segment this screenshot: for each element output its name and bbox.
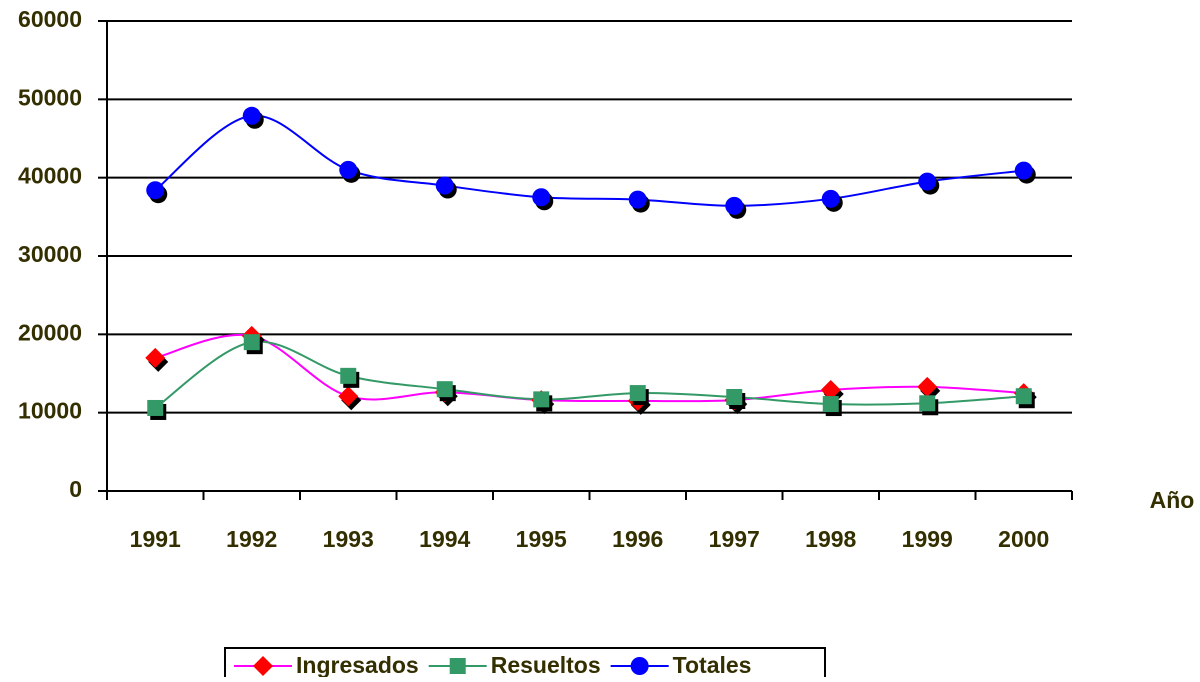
marker xyxy=(919,395,936,412)
y-tick-label: 10000 xyxy=(18,398,82,424)
y-tick-label: 50000 xyxy=(18,84,82,110)
legend-marker xyxy=(253,656,273,676)
x-tick-label: 1991 xyxy=(130,526,181,552)
marker xyxy=(629,385,646,402)
marker xyxy=(917,376,938,397)
marker xyxy=(242,106,261,125)
marker xyxy=(435,176,454,195)
marker xyxy=(1015,388,1032,405)
marker xyxy=(918,172,937,191)
legend: Ingresados Resueltos Totales xyxy=(224,647,826,682)
x-tick-label: 1996 xyxy=(612,526,663,552)
marker xyxy=(533,391,550,408)
marker xyxy=(436,381,453,398)
x-tick-label: 1993 xyxy=(323,526,374,552)
legend-label: Totales xyxy=(673,652,752,677)
x-tick-label: 1995 xyxy=(516,526,567,552)
marker xyxy=(145,347,166,368)
legend-box xyxy=(224,647,826,682)
marker xyxy=(338,386,359,407)
marker xyxy=(821,189,840,208)
marker xyxy=(532,188,551,207)
marker xyxy=(339,160,358,179)
legend-marker xyxy=(449,658,466,674)
marker xyxy=(243,334,260,351)
series-line xyxy=(155,333,1024,403)
series-line xyxy=(154,114,1024,207)
y-tick-label: 30000 xyxy=(18,241,82,267)
y-tick-label: 0 xyxy=(69,476,82,502)
x-tick-label: 2000 xyxy=(998,526,1049,552)
marker xyxy=(1014,161,1033,180)
x-axis-label: Año xyxy=(1150,487,1195,513)
series-line xyxy=(154,340,1024,409)
marker xyxy=(726,389,743,405)
marker xyxy=(147,399,164,416)
y-tick-label: 60000 xyxy=(18,6,82,32)
legend-label: Resueltos xyxy=(491,652,601,677)
marker xyxy=(820,379,841,400)
x-tick-label: 1992 xyxy=(226,526,277,552)
x-tick-label: 1994 xyxy=(419,526,470,552)
x-tick-label: 1999 xyxy=(902,526,953,552)
marker xyxy=(725,196,744,215)
marker xyxy=(146,181,165,200)
x-tick-label: 1998 xyxy=(805,526,856,552)
legend-marker xyxy=(630,657,649,675)
legend-label: Ingresados xyxy=(296,652,419,677)
y-tick-label: 40000 xyxy=(18,163,82,189)
x-tick-label: 1997 xyxy=(709,526,760,552)
marker xyxy=(822,396,839,413)
marker xyxy=(340,367,357,384)
y-tick-label: 20000 xyxy=(18,319,82,345)
marker xyxy=(628,190,647,209)
